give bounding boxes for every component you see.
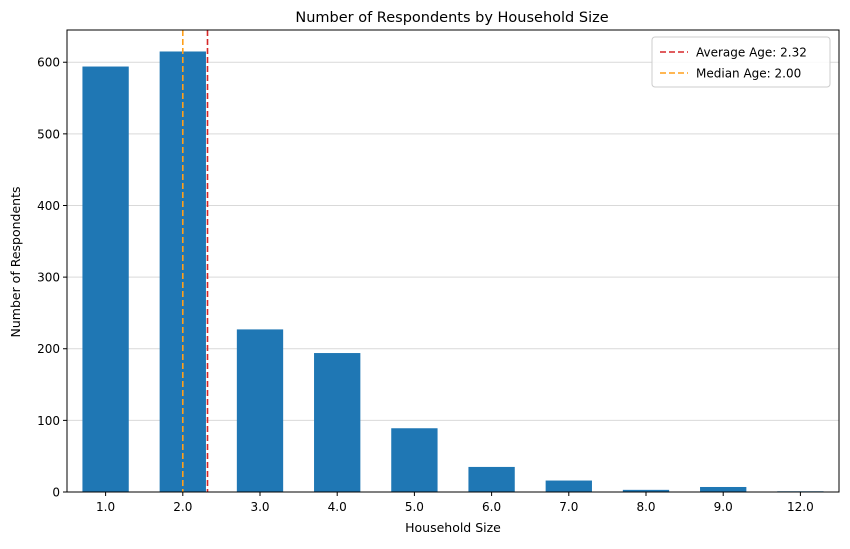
bars (82, 51, 824, 492)
y-tick-label: 500 (37, 127, 60, 141)
x-axis-label: Household Size (405, 520, 501, 535)
bar-9.0 (700, 486, 747, 492)
legend-label: Average Age: 2.32 (696, 46, 807, 60)
x-tick-label: 8.0 (636, 500, 655, 514)
x-tick-label: 9.0 (714, 500, 733, 514)
y-tick-label: 100 (37, 414, 60, 428)
reference-lines (182, 30, 209, 492)
legend-box (651, 36, 831, 88)
y-tick-label: 400 (37, 199, 60, 213)
x-tick-label: 2.0 (173, 500, 192, 514)
y-tick-label: 300 (37, 271, 60, 285)
y-axis-ticks: 0 100 200 300 400 500 600 (37, 56, 67, 500)
legend-label: Median Age: 2.00 (696, 67, 801, 81)
x-tick-label: 5.0 (405, 500, 424, 514)
x-tick-label: 3.0 (250, 500, 269, 514)
bar-5.0 (391, 428, 438, 492)
x-tick-label: 7.0 (559, 500, 578, 514)
y-tick-label: 200 (37, 342, 60, 356)
bar-2.0 (159, 51, 206, 492)
y-tick-label: 600 (37, 56, 60, 70)
x-axis-ticks: 1.0 2.0 3.0 4.0 5.0 6.0 7.0 8.0 9.0 12.0 (96, 492, 814, 514)
x-tick-label: 4.0 (328, 500, 347, 514)
bar-4.0 (314, 353, 361, 492)
x-tick-label: 6.0 (482, 500, 501, 514)
y-axis-label: Number of Respondents (8, 186, 23, 337)
bar-6.0 (468, 466, 515, 492)
bar-7.0 (545, 480, 592, 492)
legend: Average Age: 2.32 Median Age: 2.00 (651, 36, 831, 88)
bar-1.0 (82, 66, 129, 492)
chart-title: Number of Respondents by Household Size (295, 10, 608, 26)
plot-frame (66, 29, 840, 493)
x-tick-label: 12.0 (787, 500, 814, 514)
x-tick-label: 1.0 (96, 500, 115, 514)
bar-8.0 (622, 489, 670, 492)
bar-3.0 (236, 329, 284, 492)
y-tick-label: 0 (52, 486, 60, 500)
